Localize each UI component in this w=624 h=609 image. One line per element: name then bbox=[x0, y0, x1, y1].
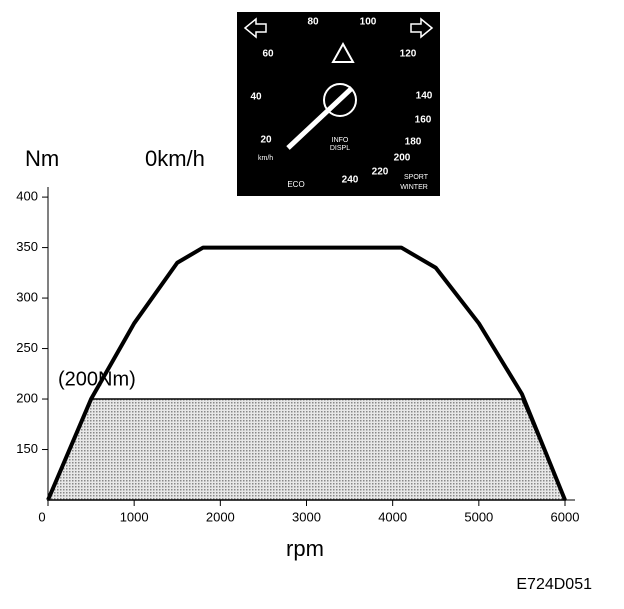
sport-label: SPORT bbox=[404, 174, 429, 181]
unit-label: km/h bbox=[258, 155, 273, 162]
left-arrow bbox=[243, 17, 267, 39]
scale-label: 200 bbox=[394, 153, 411, 164]
x-tick-label: 0 bbox=[38, 509, 45, 524]
x-tick-label: 4000 bbox=[378, 509, 407, 524]
area bbox=[46, 398, 567, 501]
scale-label: 40 bbox=[250, 92, 262, 103]
needle-hub bbox=[323, 83, 357, 117]
scale-label: 100 bbox=[360, 17, 377, 28]
x-tick-label: 6000 bbox=[551, 509, 580, 524]
y-axis-label: Nm bbox=[25, 146, 59, 171]
y-tick-label: 300 bbox=[16, 290, 38, 305]
x-tick-label: 3000 bbox=[292, 509, 321, 524]
info-label: DISPL bbox=[330, 145, 350, 152]
scale-label: 220 bbox=[372, 167, 389, 178]
warning-icon bbox=[331, 41, 355, 63]
scale-label: 240 bbox=[342, 175, 359, 186]
y-tick-label: 400 bbox=[16, 189, 38, 204]
y-tick-label: 200 bbox=[16, 390, 38, 405]
info-label: INFO bbox=[332, 137, 349, 144]
eco-label: ECO bbox=[287, 180, 304, 189]
x-axis-label: rpm bbox=[286, 536, 324, 561]
scale-label: 160 bbox=[415, 115, 432, 126]
winter-label: WINTER bbox=[400, 184, 428, 191]
scale-label: 60 bbox=[262, 49, 274, 60]
x-tick-label: 1000 bbox=[120, 509, 149, 524]
scale-label: 80 bbox=[307, 17, 319, 28]
annotation: (200Nm) bbox=[58, 368, 136, 390]
line bbox=[46, 245, 567, 501]
scale-label: 180 bbox=[405, 137, 422, 148]
x-tick-label: 2000 bbox=[206, 509, 235, 524]
figure-id: E724D051 bbox=[516, 576, 592, 593]
scale-label: 20 bbox=[260, 135, 272, 146]
speed-label: 0km/h bbox=[145, 146, 205, 171]
speedometer: km/h INFO DISPL ECO SPORT WINTER 20 40 60 8… bbox=[237, 12, 440, 196]
y-tick-label: 250 bbox=[16, 340, 38, 355]
x-tick-label: 5000 bbox=[464, 509, 493, 524]
scale-label: 120 bbox=[400, 49, 417, 60]
needle bbox=[286, 86, 354, 150]
y-tick-label: 350 bbox=[16, 239, 38, 254]
y-tick-label: 150 bbox=[16, 441, 38, 456]
right-arrow bbox=[410, 17, 434, 39]
scale-label: 140 bbox=[416, 91, 433, 102]
